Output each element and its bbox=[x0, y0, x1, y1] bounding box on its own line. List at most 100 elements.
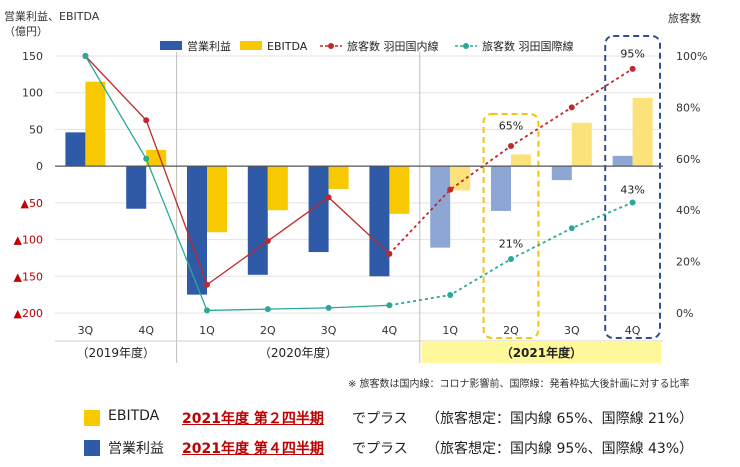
operating-profit-bar bbox=[187, 166, 207, 295]
ebitda-bar bbox=[146, 149, 167, 167]
legend: 営業利益 EBITDA 旅客数 羽田国内線 旅客数 羽田国際線 bbox=[160, 39, 574, 53]
ebitda-bar bbox=[85, 81, 106, 167]
y-left-tick-label: 150 bbox=[22, 50, 43, 63]
domestic-line-actual bbox=[84, 55, 390, 286]
dashed-highlight-box bbox=[604, 35, 662, 339]
legend-label: EBITDA bbox=[267, 40, 308, 53]
legend-label: 営業利益 bbox=[187, 39, 231, 53]
footer-caption: （旅客想定：国内線 65%、国際線 21%） bbox=[426, 411, 694, 427]
footer-highlight: 2021年度 第４四半期 bbox=[182, 441, 324, 457]
group-label: （2021年度） bbox=[501, 345, 582, 360]
y-left-tick-label: ▲100 bbox=[14, 234, 43, 247]
data-label: 95% bbox=[620, 47, 644, 60]
y-left-tick-label: ▲50 bbox=[21, 197, 43, 210]
x-tick-label: 4Q bbox=[382, 324, 398, 337]
international-line-point bbox=[447, 292, 454, 299]
y-right-tick-label: 20% bbox=[676, 256, 700, 269]
y-left-title: 営業利益、EBITDA bbox=[4, 9, 100, 23]
international-line-actual bbox=[84, 55, 390, 312]
y-left-unit: （億円） bbox=[4, 25, 48, 38]
legend-label: 旅客数 羽田国際線 bbox=[482, 39, 574, 53]
group-label: （2020年度） bbox=[259, 345, 338, 360]
group-label: （2019年度） bbox=[77, 345, 156, 360]
domestic-line-point bbox=[629, 65, 636, 72]
highlight-boxes bbox=[482, 35, 662, 339]
international-line-point bbox=[204, 307, 210, 314]
ebitda-bar bbox=[511, 154, 531, 167]
x-tick-label: 1Q bbox=[199, 324, 215, 337]
operating-profit-bar bbox=[247, 166, 268, 275]
x-tick-label: 3Q bbox=[78, 324, 94, 337]
footer-plus: でプラス bbox=[352, 441, 408, 457]
y-left-tick-label: ▲200 bbox=[14, 307, 43, 320]
ebitda-bar bbox=[389, 166, 410, 214]
x-tick-label: 4Q bbox=[138, 324, 154, 337]
operating-profit-bar bbox=[308, 166, 329, 253]
international-line-point bbox=[508, 256, 514, 263]
data-label: 43% bbox=[620, 184, 644, 197]
domestic-line-point bbox=[568, 104, 575, 111]
international-line-point bbox=[264, 306, 271, 313]
y-left-tick-label: 0 bbox=[36, 160, 43, 173]
international-line-point bbox=[143, 155, 150, 162]
legend-swatch bbox=[160, 41, 182, 50]
operating-profit-bar bbox=[491, 166, 511, 211]
footer-row-ebitda: EBITDA 2021年度 第２四半期 でプラス （旅客想定：国内線 65%、国… bbox=[0, 406, 740, 432]
operating-profit-bar bbox=[369, 166, 390, 277]
domestic-line-point bbox=[143, 117, 150, 124]
x-tick-label: 2Q bbox=[503, 324, 519, 337]
y-left-tick-label: 100 bbox=[22, 87, 43, 100]
bars bbox=[65, 81, 653, 295]
footer-row-operating-profit: 営業利益 2021年度 第４四半期 でプラス （旅客想定：国内線 95%、国際線… bbox=[0, 436, 740, 462]
group-bands bbox=[421, 341, 661, 363]
footer-label: EBITDA bbox=[108, 408, 160, 424]
x-tick-label: 1Q bbox=[442, 324, 458, 337]
operating-profit-bar bbox=[126, 166, 147, 209]
ebitda-bar bbox=[207, 166, 227, 233]
passenger-lines bbox=[82, 53, 636, 314]
group-highlight-band bbox=[421, 341, 661, 363]
legend-swatch bbox=[240, 41, 262, 50]
y-right-tick-label: 0% bbox=[676, 307, 693, 320]
operating-profit-bar bbox=[65, 132, 86, 167]
domestic-line-point bbox=[386, 250, 393, 257]
domestic-line-point bbox=[447, 186, 454, 193]
footer-highlight: 2021年度 第２四半期 bbox=[182, 411, 324, 427]
data-label: 21% bbox=[499, 238, 523, 251]
y-right-title: 旅客数 bbox=[668, 11, 701, 25]
ebitda-bar bbox=[267, 166, 288, 211]
international-line-point bbox=[82, 53, 89, 59]
x-tick-label: 2Q bbox=[260, 324, 276, 337]
x-tick-label: 3Q bbox=[564, 324, 580, 337]
ebitda-bar bbox=[328, 166, 349, 189]
international-line-projected bbox=[389, 201, 633, 307]
footer-caption: （旅客想定：国内線 95%、国際線 43%） bbox=[426, 441, 694, 457]
ebitda-bar bbox=[632, 97, 653, 167]
y-right-tick-label: 80% bbox=[676, 101, 700, 114]
legend-marker bbox=[463, 43, 469, 49]
footer-label: 営業利益 bbox=[108, 441, 164, 457]
y-left-tick-label: 50 bbox=[29, 123, 43, 136]
international-line-point bbox=[325, 304, 332, 311]
footnote: ※ 旅客数は国内線：コロナ影響前、国際線：発着枠拡大後計画に対する比率 bbox=[348, 379, 690, 390]
operating-profit-bar bbox=[612, 155, 633, 167]
data-label: 65% bbox=[499, 119, 523, 132]
legend-marker bbox=[328, 43, 334, 49]
x-tick-label: 3Q bbox=[321, 324, 337, 337]
axes: 150 100 50 0 ▲50 ▲100 ▲150 ▲200 100% 80% 60% 40% 20%… bbox=[4, 9, 707, 360]
operating-profit-bar bbox=[430, 166, 451, 248]
y-left-tick-label: ▲150 bbox=[14, 270, 43, 283]
domestic-line-point bbox=[204, 281, 210, 288]
ebitda-swatch bbox=[84, 410, 100, 426]
y-right-tick-label: 40% bbox=[676, 204, 700, 217]
international-line-point bbox=[629, 199, 636, 206]
ebitda-bar bbox=[450, 166, 471, 191]
ebitda-bar bbox=[571, 122, 592, 167]
chart: 150 100 50 0 ▲50 ▲100 ▲150 ▲200 100% 80% 60% 40% 20%… bbox=[4, 9, 707, 363]
international-line-point bbox=[568, 225, 575, 232]
domestic-line-point bbox=[508, 142, 514, 149]
domestic-line-point bbox=[325, 194, 332, 201]
operating-profit-swatch bbox=[84, 440, 100, 456]
dashed-highlight-box bbox=[482, 113, 540, 339]
x-tick-label: 4Q bbox=[625, 324, 641, 337]
